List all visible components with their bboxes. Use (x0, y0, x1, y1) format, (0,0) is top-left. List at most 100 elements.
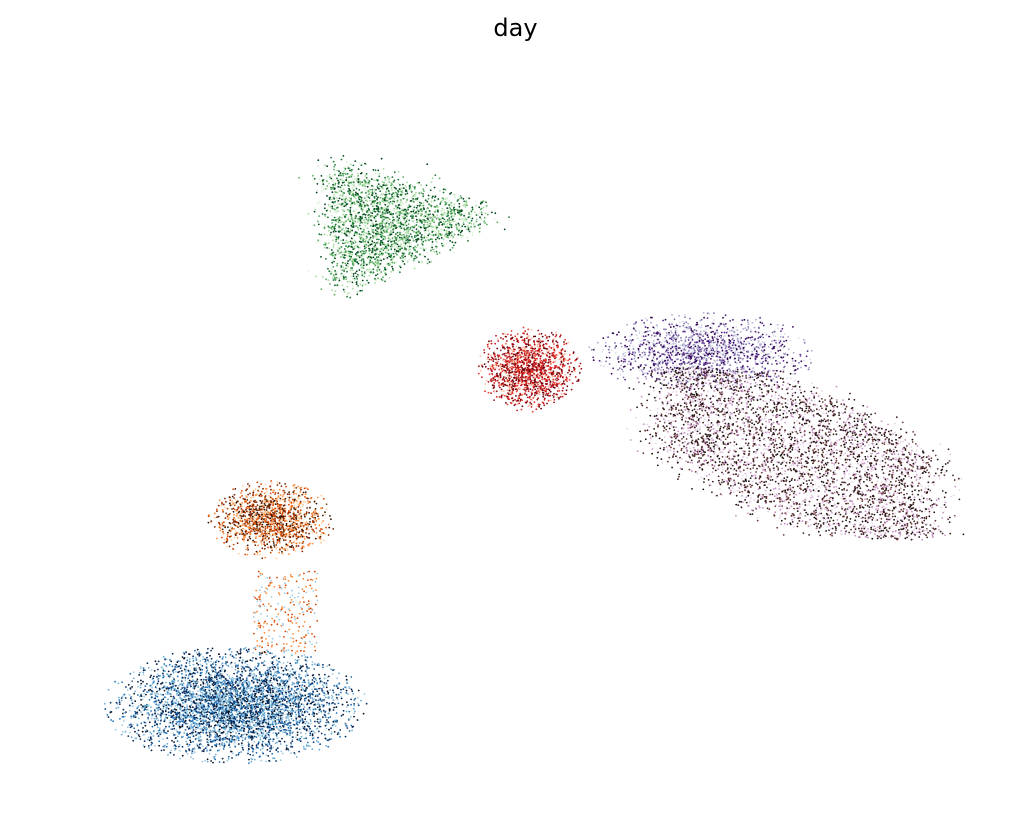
data-point (380, 187, 382, 190)
data-point (345, 176, 348, 179)
data-point (673, 366, 676, 369)
data-point (382, 168, 385, 170)
data-point (312, 174, 314, 177)
data-point (444, 189, 447, 191)
data-point (601, 350, 604, 353)
data-point (559, 368, 561, 370)
data-point (511, 365, 514, 368)
data-point (369, 199, 371, 202)
data-point (555, 344, 558, 347)
data-point (326, 247, 328, 249)
data-point (526, 353, 529, 356)
data-point (608, 351, 611, 354)
data-point (677, 349, 679, 352)
data-point (479, 216, 481, 219)
data-point (479, 202, 482, 205)
data-point (387, 249, 390, 252)
data-point (518, 371, 521, 373)
data-point (329, 233, 332, 236)
data-point (352, 275, 355, 277)
data-point (517, 365, 519, 368)
data-point (475, 220, 478, 223)
data-point (408, 242, 411, 245)
data-point (385, 195, 388, 198)
data-point (562, 377, 565, 380)
data-point (371, 222, 374, 225)
data-point (451, 211, 454, 214)
data-point (505, 343, 508, 345)
data-point (488, 347, 491, 350)
data-point (383, 216, 386, 218)
data-point (383, 247, 386, 250)
data-point (667, 351, 670, 354)
data-point (425, 223, 427, 226)
data-point (457, 233, 460, 236)
data-point (336, 246, 339, 248)
data-point (356, 221, 359, 223)
data-point (773, 375, 776, 377)
data-point (366, 227, 369, 230)
data-point (667, 368, 670, 370)
data-point (538, 385, 541, 388)
data-point (455, 222, 458, 225)
data-point (407, 211, 410, 214)
data-point (398, 188, 401, 191)
data-point (479, 208, 482, 211)
data-point (767, 360, 769, 363)
data-point (376, 238, 378, 241)
data-point (365, 192, 367, 194)
data-point (422, 240, 425, 243)
data-point (567, 359, 570, 362)
data-point (554, 375, 557, 377)
data-point (339, 203, 341, 206)
data-point (466, 204, 468, 207)
data-point (334, 290, 337, 293)
data-point (349, 204, 352, 206)
data-point (342, 227, 345, 230)
data-point (323, 227, 326, 230)
data-point (526, 372, 529, 374)
data-point (632, 352, 634, 355)
data-point (446, 215, 448, 218)
data-point (523, 369, 525, 371)
data-point (428, 210, 431, 212)
data-point (338, 219, 341, 222)
data-point (350, 197, 352, 200)
data-point (553, 383, 556, 386)
data-point (408, 185, 411, 187)
data-point (720, 384, 723, 387)
data-point (402, 197, 405, 200)
data-point (384, 255, 387, 257)
data-point (428, 220, 431, 222)
data-point (522, 382, 525, 385)
data-point (478, 230, 481, 233)
data-point (547, 392, 550, 395)
data-point (433, 199, 436, 202)
data-point (368, 268, 371, 271)
data-point (694, 345, 697, 348)
data-point (385, 191, 387, 193)
data-point (526, 351, 529, 354)
data-point (608, 345, 611, 348)
data-point (395, 237, 397, 240)
data-point (410, 187, 413, 190)
data-point (701, 357, 703, 360)
data-point (745, 329, 748, 331)
data-point (550, 366, 553, 369)
data-point (538, 333, 541, 335)
data-point (384, 223, 387, 225)
data-point (354, 216, 357, 219)
data-point (361, 216, 363, 219)
data-point (512, 388, 515, 390)
data-point (376, 179, 379, 182)
data-point (556, 390, 559, 392)
data-point (377, 183, 380, 186)
data-point (384, 266, 386, 269)
data-point (553, 401, 555, 404)
data-point (671, 314, 673, 316)
data-point (374, 277, 376, 280)
data-point (460, 197, 463, 199)
data-point (402, 191, 404, 193)
data-point (674, 331, 677, 334)
data-point (531, 350, 534, 352)
